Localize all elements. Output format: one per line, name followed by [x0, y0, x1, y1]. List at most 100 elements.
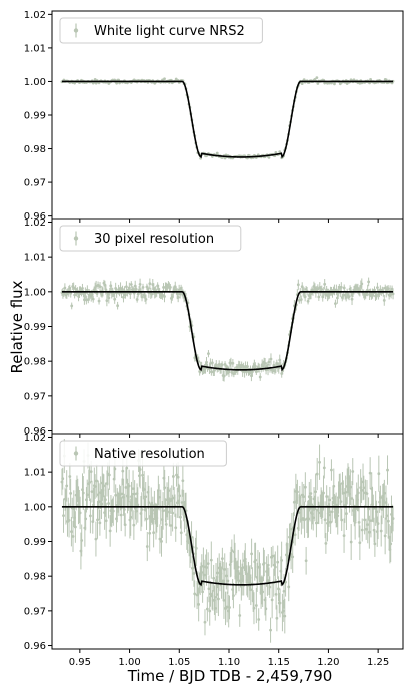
data-point	[215, 593, 219, 596]
data-point	[306, 299, 310, 303]
data-point	[167, 489, 171, 493]
data-point	[115, 81, 119, 85]
data-point	[322, 491, 325, 495]
data-point	[197, 603, 201, 606]
data-point	[263, 361, 267, 365]
data-point	[158, 537, 162, 541]
data-point	[304, 559, 308, 563]
data-point	[386, 287, 390, 291]
data-point	[249, 588, 253, 592]
data-point	[90, 490, 94, 494]
legend-box	[59, 440, 227, 467]
data-point	[164, 522, 168, 526]
y-tick-label: 1.00	[24, 77, 46, 88]
data-point	[386, 468, 389, 472]
data-point	[96, 283, 100, 287]
data-point	[175, 501, 179, 505]
panel-1: 0.96 0.97 0.98 0.99 1.00 1.01 1.02 White light …	[24, 10, 404, 223]
data-point	[69, 491, 73, 495]
data-point	[278, 601, 282, 605]
data-point	[320, 288, 324, 291]
data-point	[144, 495, 148, 499]
data-point	[367, 530, 371, 534]
data-point	[217, 597, 220, 601]
legend-marker	[73, 451, 79, 456]
data-point	[317, 511, 321, 515]
data-point	[210, 361, 214, 365]
data-point	[254, 604, 258, 607]
data-point	[296, 283, 300, 287]
data-point	[119, 513, 123, 517]
data-point	[85, 288, 89, 292]
data-point	[178, 494, 182, 498]
panel-3: 0.96 0.97 0.98 0.99 1.00 1.01 1.02 0.95 1.00 1.05…	[24, 433, 404, 668]
data-point	[364, 527, 368, 531]
data-point	[129, 283, 133, 286]
data-point	[373, 288, 376, 292]
data-point	[228, 606, 231, 609]
data-point	[292, 500, 296, 504]
data-point	[221, 579, 225, 583]
data-point	[105, 299, 109, 303]
data-points	[60, 439, 395, 643]
data-point	[282, 589, 286, 593]
data-point	[194, 546, 198, 550]
data-point	[261, 365, 265, 369]
legend-marker	[73, 28, 79, 33]
data-point	[335, 296, 339, 300]
data-point	[323, 282, 327, 286]
data-point	[192, 572, 196, 575]
data-point	[293, 533, 297, 537]
data-point	[272, 363, 276, 367]
data-point	[141, 473, 144, 477]
data-point	[205, 607, 209, 611]
data-point	[287, 585, 291, 589]
data-point	[224, 574, 228, 578]
y-tick-label: 0.96	[24, 641, 46, 652]
data-point	[121, 287, 124, 291]
data-point	[262, 561, 266, 565]
data-point	[230, 549, 234, 552]
data-point	[327, 513, 331, 517]
data-point	[373, 542, 377, 546]
y-tick-label: 0.99	[24, 322, 46, 333]
data-point	[96, 518, 99, 522]
data-point	[246, 365, 249, 368]
data-point	[275, 616, 279, 620]
data-point	[314, 490, 318, 494]
data-point	[65, 484, 69, 488]
data-point	[125, 466, 129, 470]
data-point	[61, 477, 65, 481]
data-point	[163, 295, 166, 298]
data-point	[222, 374, 226, 378]
data-point	[311, 516, 315, 520]
data-point	[183, 515, 186, 519]
data-point	[107, 502, 110, 505]
data-point	[88, 514, 92, 518]
data-point	[217, 362, 221, 366]
data-point	[376, 522, 380, 525]
data-point	[296, 490, 299, 494]
data-point	[223, 568, 227, 571]
data-point	[175, 473, 178, 477]
data-point	[215, 151, 219, 155]
data-point	[267, 155, 271, 159]
data-point	[201, 590, 205, 594]
data-point	[270, 598, 274, 602]
data-point	[257, 618, 261, 621]
data-point	[138, 282, 142, 286]
data-point	[254, 558, 257, 562]
data-point	[252, 606, 256, 610]
data-point	[380, 508, 384, 511]
data-point	[375, 294, 378, 298]
x-tick-label: 1.20	[317, 657, 339, 668]
x-tick-label: 1.05	[168, 657, 190, 668]
y-tick-label: 0.97	[24, 391, 46, 402]
data-point	[300, 82, 304, 85]
data-point	[63, 286, 67, 290]
data-point	[140, 295, 144, 299]
y-tick-label: 0.97	[24, 178, 46, 189]
data-point	[70, 530, 73, 534]
data-point	[161, 509, 165, 513]
data-point	[269, 357, 273, 361]
